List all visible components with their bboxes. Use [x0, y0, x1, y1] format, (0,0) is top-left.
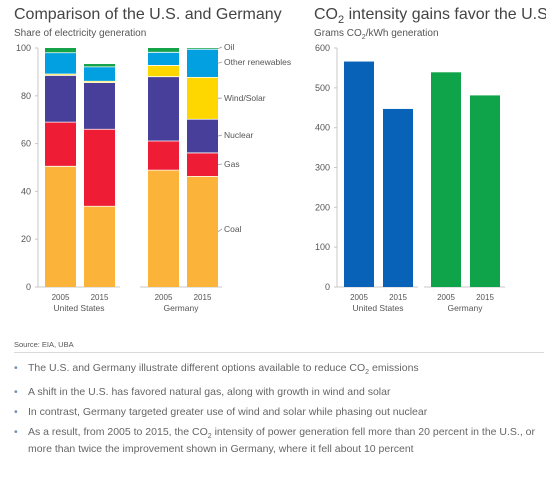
left-y-tick-label: 60: [21, 139, 31, 149]
source-note: Source: EIA, UBA: [14, 340, 74, 349]
stacked-bar-segment: [148, 140, 179, 171]
right-y-tick-label: 500: [315, 83, 330, 93]
stacked-bar-segment: [148, 76, 179, 141]
bullet-glyph: •: [14, 426, 18, 439]
stacked-bar-segment: [148, 52, 179, 66]
bullet-item: • The U.S. and Germany illustrate differe…: [14, 362, 542, 379]
stacked-bar-segment: [45, 74, 76, 76]
legend-label: Coal: [224, 224, 242, 234]
right-x-tick-label: 2015: [476, 293, 494, 302]
stacked-bar-segment: [148, 48, 179, 53]
bullet-item: • A shift in the U.S. has favored natural…: [14, 386, 542, 399]
stacked-bar-segment: [187, 152, 218, 177]
legend-leader-line: [217, 228, 223, 233]
right-x-tick-label: 2015: [389, 293, 407, 302]
right-subtitle-text-rest: /kWh generation: [365, 28, 439, 39]
intensity-bar: [383, 108, 413, 287]
legend-leader-line: [217, 163, 223, 166]
bullet-text-rest: emissions: [369, 362, 419, 374]
right-y-tick-label: 400: [315, 123, 330, 133]
left-group-label: Germany: [164, 303, 200, 313]
left-y-tick-label: 100: [16, 43, 31, 53]
left-x-tick-label: 2005: [52, 293, 70, 302]
right-x-tick-label: 2005: [350, 293, 368, 302]
bullet-item: • As a result, from 2005 to 2015, the CO2…: [14, 426, 542, 456]
stacked-bar-segment: [45, 48, 76, 53]
stacked-bar-segment: [84, 206, 115, 287]
bullet-glyph: •: [14, 406, 18, 419]
bullet-text-rest: intensity of power generation fell more …: [28, 426, 536, 456]
left-chart-subtitle: Share of electricity generation: [14, 28, 147, 39]
divider: [14, 352, 544, 353]
legend-label: Gas: [224, 159, 240, 169]
right-y-tick-label: 200: [315, 202, 330, 212]
left-y-tick-label: 40: [21, 186, 31, 196]
right-y-tick-label: 300: [315, 163, 330, 173]
intensity-bar: [344, 61, 374, 287]
right-subtitle-text: Grams CO: [314, 28, 362, 39]
bullet-subscript: 2: [365, 369, 370, 377]
stacked-bar-segment: [84, 81, 115, 83]
right-y-tick-label: 0: [325, 282, 330, 292]
left-y-tick-label: 20: [21, 234, 31, 244]
legend-leader-line: [217, 134, 223, 137]
left-y-tick-label: 0: [26, 282, 31, 292]
stacked-bar-segment: [187, 48, 218, 50]
bullet-subscript: 2: [207, 433, 212, 441]
right-title-text-rest: intensity gains favor the U.S.: [344, 6, 546, 23]
stacked-bar-segment: [84, 64, 115, 67]
bullet-glyph: •: [14, 362, 18, 374]
intensity-bar: [431, 72, 461, 287]
stacked-bar-segment: [187, 77, 218, 120]
stacked-bar-segment: [84, 66, 115, 82]
right-chart-subtitle: Grams CO2/kWh generation: [314, 28, 439, 41]
left-chart-title: Comparison of the U.S. and Germany: [14, 6, 282, 23]
stacked-bar-segment: [45, 75, 76, 123]
bullet-item: • In contrast, Germany targeted greater u…: [14, 406, 542, 419]
bullet-text: As a result, from 2005 to 2015, the CO: [28, 426, 208, 439]
right-subtitle-subscript: 2: [361, 34, 366, 41]
stacked-bar-segment: [45, 52, 76, 75]
stacked-bar-segment: [187, 176, 218, 287]
stacked-bar-segment: [84, 82, 115, 130]
stacked-bar-segment: [187, 119, 218, 153]
bullet-text: The U.S. and Germany illustrate differen…: [28, 362, 366, 374]
right-group-label: Germany: [448, 303, 484, 313]
right-y-tick-label: 100: [315, 242, 330, 252]
bullet-text: A shift in the U.S. has favored natural …: [28, 386, 391, 399]
left-x-tick-label: 2005: [155, 293, 173, 302]
left-group-label: United States: [53, 303, 104, 313]
right-group-label: United States: [352, 303, 403, 313]
stacked-bar-segment: [45, 166, 76, 287]
left-x-tick-label: 2015: [194, 293, 212, 302]
legend-leader-line: [217, 46, 223, 49]
bullet-list: • The U.S. and Germany illustrate differe…: [14, 362, 542, 463]
legend-label: Wind/Solar: [224, 93, 266, 103]
right-y-tick-label: 600: [315, 43, 330, 53]
stacked-bar-segment: [187, 49, 218, 78]
intensity-bar: [470, 95, 500, 287]
legend-leader-line: [217, 61, 223, 64]
stacked-bar-segment: [45, 122, 76, 167]
legend-label: Nuclear: [224, 130, 253, 140]
stacked-bar-segment: [148, 170, 179, 287]
right-chart-title: CO2 intensity gains favor the U.S.: [314, 6, 546, 26]
bullet-glyph: •: [14, 386, 18, 399]
right-title-text: CO: [314, 6, 338, 23]
bullet-text: In contrast, Germany targeted greater us…: [28, 406, 428, 419]
right-title-subscript: 2: [338, 14, 345, 27]
stacked-bar-segment: [84, 129, 115, 207]
legend-label: Other renewables: [224, 57, 291, 67]
stacked-bar-segment: [148, 65, 179, 77]
left-x-tick-label: 2015: [91, 293, 109, 302]
left-y-tick-label: 80: [21, 91, 31, 101]
legend-label: Oil: [224, 42, 235, 52]
right-x-tick-label: 2005: [437, 293, 455, 302]
